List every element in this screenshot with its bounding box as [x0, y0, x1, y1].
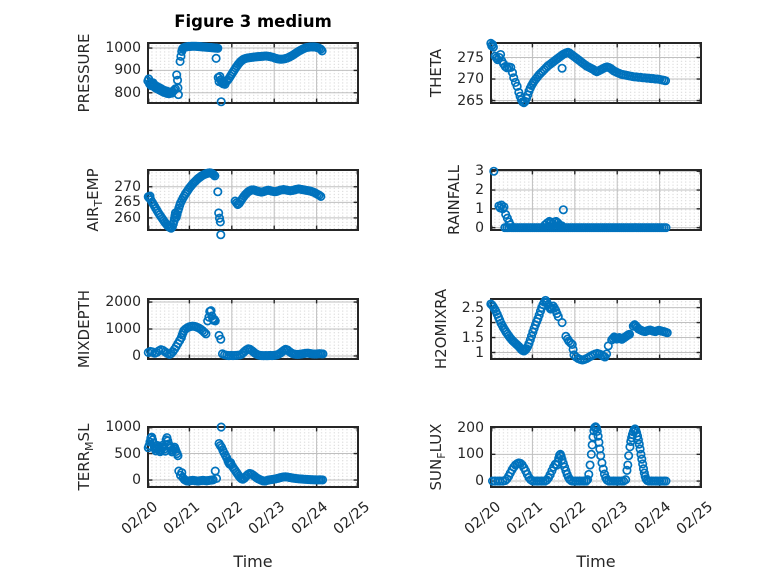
y-tick-label: 2 [475, 182, 484, 199]
x-tick-label: 02/23 [589, 498, 632, 538]
y-tick-label: 100 [457, 446, 484, 463]
y-tick-label: 1 [475, 200, 484, 217]
subplot-theta: 265 270 275 THETA [427, 38, 702, 109]
data-points [489, 166, 671, 233]
data-points [143, 306, 328, 361]
x-tick-label: 02/22 [546, 498, 589, 538]
y-tick-label: 3 [475, 163, 484, 180]
y-tick-label: 2.5 [461, 299, 484, 316]
y-tick-label: 270 [457, 71, 484, 88]
x-tick-label: 02/24 [288, 498, 331, 538]
y-axis-label: THETA [427, 48, 445, 98]
y-tick-label: 1 [475, 344, 484, 361]
y-tick-label: 265 [457, 92, 484, 109]
x-tick-label: 02/25 [673, 498, 717, 538]
axes-box [147, 298, 359, 360]
x-tick-label: 02/24 [631, 498, 674, 538]
data-points [143, 168, 326, 240]
y-axis-label: PRESSURE [75, 33, 93, 113]
axes-box [490, 298, 702, 360]
data-points [486, 295, 672, 365]
y-tick-label: 1.5 [461, 329, 484, 346]
axes-box [147, 42, 359, 104]
axes-box [147, 426, 359, 488]
y-tick-label: 265 [114, 194, 141, 211]
y-axis-label: TERRMSL [75, 423, 96, 491]
y-tick-label: 2 [475, 314, 484, 331]
subplot-pressure: 800 900 1000 PRESSURE [75, 34, 359, 112]
x-tick-label: 02/20 [461, 498, 505, 538]
scatter-plot-pressure [143, 41, 359, 107]
subplot-mixdepth: 0 1000 2000 MIXDEPTH [75, 290, 359, 368]
subplot-h2omixra: 1 1.5 2 2.5 H2OMIXRA [432, 289, 702, 369]
x-tick-label: 02/20 [118, 498, 162, 538]
scatter-plot-sun-flux [487, 422, 702, 488]
figure-title: Figure 3 medium [174, 12, 332, 31]
y-tick-label: 200 [457, 419, 484, 436]
y-tick-label: 800 [114, 84, 141, 101]
y-tick-label: 0 [132, 472, 141, 489]
tick-marks [148, 171, 359, 229]
x-axis-title-right: Time [576, 552, 616, 571]
y-tick-label: 500 [114, 445, 141, 462]
scatter-plot-terr-msl [143, 422, 359, 488]
x-tick-label: 02/21 [504, 498, 547, 538]
subplot-sun-flux: 0 100 200 SUNFLUX 02/20 02/21 02/22 02/23 02/24 0… [427, 420, 716, 538]
y-axis-label: MIXDEPTH [75, 289, 93, 369]
y-tick-label: 1000 [105, 40, 141, 57]
y-tick-label: 1000 [105, 419, 141, 436]
scatter-plot-mixdepth [143, 298, 359, 361]
x-tick-label: 02/23 [246, 498, 289, 538]
y-tick-label: 2000 [105, 294, 141, 311]
y-tick-label: 900 [114, 62, 141, 79]
y-tick-label: 0 [475, 219, 484, 236]
data-points [487, 422, 671, 486]
y-axis-label: RAINFALL [445, 165, 463, 235]
y-tick-label: 1000 [105, 321, 141, 337]
y-tick-label: 275 [457, 49, 484, 66]
tick-marks [491, 300, 702, 358]
scatter-plot-h2omixra [486, 295, 702, 365]
y-tick-label: 260 [114, 209, 141, 226]
minor-grid [492, 171, 700, 229]
y-axis-label: AIRTEMP [84, 168, 105, 232]
x-tick-label: 02/21 [161, 498, 204, 538]
axes-box [490, 42, 702, 104]
subplot-air-temp: 260 265 270 AIRTEMP [84, 168, 359, 240]
y-axis-label: H2OMIXRA [432, 288, 450, 370]
data-points [143, 41, 327, 107]
data-points [143, 422, 328, 486]
x-tick-label: 02/22 [203, 498, 246, 538]
data-points [486, 38, 671, 108]
x-axis-title-left: Time [233, 552, 273, 571]
y-tick-label: 270 [114, 178, 141, 195]
subplot-terr-msl: 0 500 1000 TERRMSL 02/20 02/21 02/22 02/23 02/24… [75, 419, 373, 538]
scatter-plot-theta [486, 38, 702, 108]
x-tick-label: 02/25 [330, 498, 374, 538]
y-tick-label: 0 [475, 473, 484, 490]
y-axis-label: SUNFLUX [427, 423, 448, 491]
scatter-plot-rainfall [489, 166, 702, 233]
y-tick-label: 0 [132, 347, 141, 364]
scatter-plot-air-temp [143, 168, 359, 240]
subplot-rainfall: 0 1 2 3 RAINFALL [445, 163, 702, 236]
